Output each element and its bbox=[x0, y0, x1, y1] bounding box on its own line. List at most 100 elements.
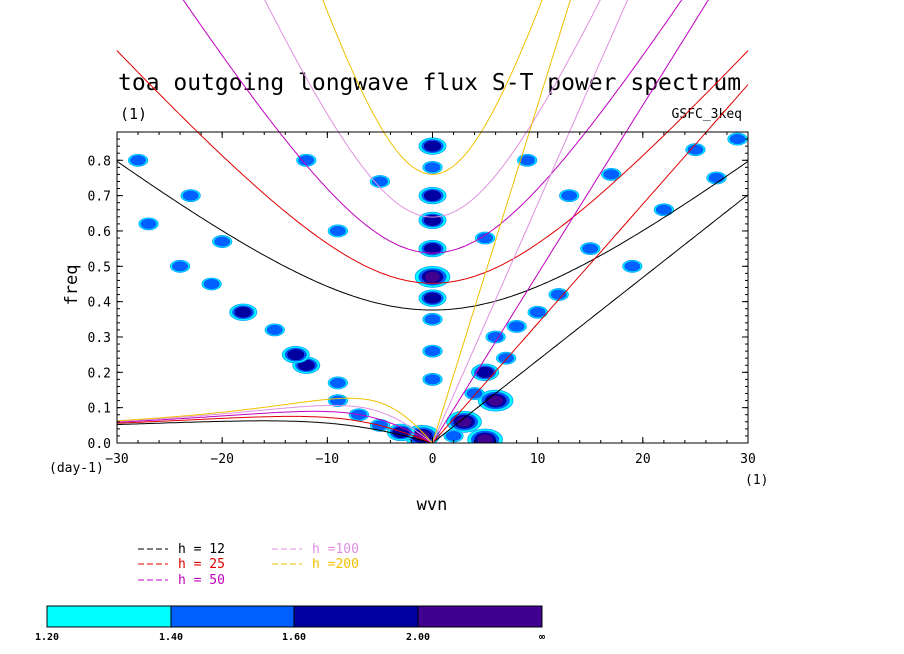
contour-blob bbox=[561, 190, 578, 201]
contour-blob bbox=[287, 349, 305, 361]
contour-blob bbox=[488, 395, 504, 406]
x-tick-label: 20 bbox=[635, 452, 651, 467]
contour-blob bbox=[424, 162, 441, 173]
legend-label: h = 50 bbox=[178, 573, 225, 588]
contour-blob bbox=[424, 346, 441, 357]
contour-blob bbox=[172, 261, 189, 272]
contour-blob bbox=[456, 416, 472, 427]
y-tick-label: 0.3 bbox=[88, 331, 111, 346]
contour-blob bbox=[371, 176, 388, 187]
contour-blob bbox=[424, 374, 441, 385]
colorbar-level-label: 1.20 bbox=[35, 632, 59, 643]
dispersion-curve-ig-h50 bbox=[182, 0, 683, 254]
colorbar-level-label: 1.60 bbox=[282, 632, 306, 643]
contour-blob bbox=[655, 204, 672, 215]
contour-blob bbox=[266, 324, 283, 336]
contour-blob bbox=[423, 190, 442, 202]
x-tick-label: −10 bbox=[316, 452, 339, 467]
y-tick-label: 0.4 bbox=[88, 296, 112, 311]
colorbar-swatch bbox=[46, 605, 172, 628]
contour-blob bbox=[297, 359, 315, 371]
contour-blob bbox=[687, 144, 704, 155]
x-tick-label: 10 bbox=[530, 452, 546, 467]
dispersion-curve-er-h12 bbox=[117, 420, 433, 443]
dispersion-curve-ig-h200 bbox=[322, 0, 543, 175]
y-tick-label: 0.5 bbox=[88, 260, 111, 275]
dispersion-curve-er-h100 bbox=[117, 404, 433, 443]
chart-subtitle-units: (1) bbox=[120, 105, 147, 123]
x-axis-label: wvn bbox=[417, 495, 448, 515]
dispersion-curve-kelvin-h25 bbox=[432, 84, 749, 444]
contour-blob bbox=[424, 314, 441, 325]
contour-blob bbox=[624, 261, 641, 272]
contour-blob bbox=[214, 236, 231, 247]
contour-blob bbox=[423, 243, 442, 255]
dispersion-curve-kelvin-h50 bbox=[432, 0, 709, 444]
contour-blob bbox=[529, 307, 546, 318]
contour-blob bbox=[445, 430, 462, 442]
contour-blob bbox=[423, 140, 442, 152]
contour-blob bbox=[234, 306, 252, 318]
dispersion-curve-ig-h12 bbox=[116, 160, 749, 311]
colorbar-swatch bbox=[170, 605, 295, 628]
legend-label: h = 12 bbox=[178, 542, 225, 557]
y-tick-label: 0.6 bbox=[88, 225, 111, 240]
x-tick-label: −20 bbox=[210, 452, 233, 467]
contour-blob bbox=[423, 214, 442, 226]
dispersion-curve-ig-h25 bbox=[116, 50, 749, 284]
contour-blob bbox=[329, 225, 346, 237]
contour-blob bbox=[519, 155, 536, 166]
colorbar-level-label: 1.40 bbox=[159, 632, 183, 643]
contour-blob bbox=[329, 377, 346, 389]
contour-blob bbox=[129, 155, 147, 166]
contour-blob bbox=[203, 278, 220, 290]
dispersion-curve-kelvin-h12 bbox=[432, 194, 749, 444]
x-units-label: (1) bbox=[745, 473, 768, 488]
contour-blob bbox=[425, 271, 440, 282]
dispersion-curve-er-h200 bbox=[117, 397, 433, 443]
chart-title: toa outgoing longwave flux S-T power spe… bbox=[118, 70, 741, 96]
contour-blob bbox=[329, 395, 346, 406]
contour-blob bbox=[476, 366, 494, 378]
legend-label: h =200 bbox=[312, 557, 359, 572]
y-tick-label: 0.7 bbox=[88, 190, 111, 205]
contour-blob bbox=[477, 232, 494, 244]
contour-blob bbox=[182, 190, 199, 201]
colorbar-level-label: 2.00 bbox=[406, 632, 430, 643]
contour-blob bbox=[498, 353, 515, 364]
dispersion-curve-ig-h100 bbox=[264, 0, 601, 218]
contour-blob bbox=[708, 172, 725, 184]
legend-label: h = 25 bbox=[178, 557, 225, 572]
x-tick-label: 30 bbox=[740, 452, 756, 467]
dispersion-curve-kelvin-h100 bbox=[432, 0, 629, 444]
contour-blob bbox=[603, 169, 620, 180]
y-axis-label: freq bbox=[62, 265, 82, 306]
axes: −30 −20 −10 0 10 20 30 0.0 0.1 0.2 0.3 0.4 0.5 0.6 0.7… bbox=[88, 132, 756, 467]
colorbar-swatch bbox=[417, 605, 543, 628]
contour-blob bbox=[140, 218, 157, 229]
x-tick-label: −30 bbox=[105, 452, 128, 467]
dispersion-curve-kelvin-h200 bbox=[432, 0, 571, 444]
contour-blob bbox=[477, 434, 493, 443]
legend-label: h =100 bbox=[312, 542, 359, 557]
colorbar: 1.20 1.40 1.60 2.00 ∞ bbox=[35, 605, 545, 643]
dispersion-curve-er-h25 bbox=[117, 415, 433, 443]
contour-blob bbox=[550, 289, 567, 300]
colorbar-level-label: ∞ bbox=[539, 632, 545, 643]
contour-blob bbox=[466, 388, 483, 399]
dispersion-curves-above bbox=[116, 0, 749, 444]
dispersion-curves-in-plot bbox=[117, 397, 433, 443]
y-units-label: (day-1) bbox=[49, 461, 104, 476]
contour-blob bbox=[582, 243, 599, 254]
contour-blob bbox=[298, 155, 315, 166]
x-tick-label: 0 bbox=[429, 452, 437, 467]
contour-blob bbox=[508, 321, 525, 332]
contour-blob bbox=[423, 292, 442, 304]
y-tick-label: 0.0 bbox=[88, 437, 111, 452]
y-tick-label: 0.8 bbox=[88, 154, 111, 169]
contour-blob bbox=[729, 133, 746, 145]
colorbar-swatch bbox=[293, 605, 419, 628]
y-tick-label: 0.2 bbox=[88, 366, 111, 381]
